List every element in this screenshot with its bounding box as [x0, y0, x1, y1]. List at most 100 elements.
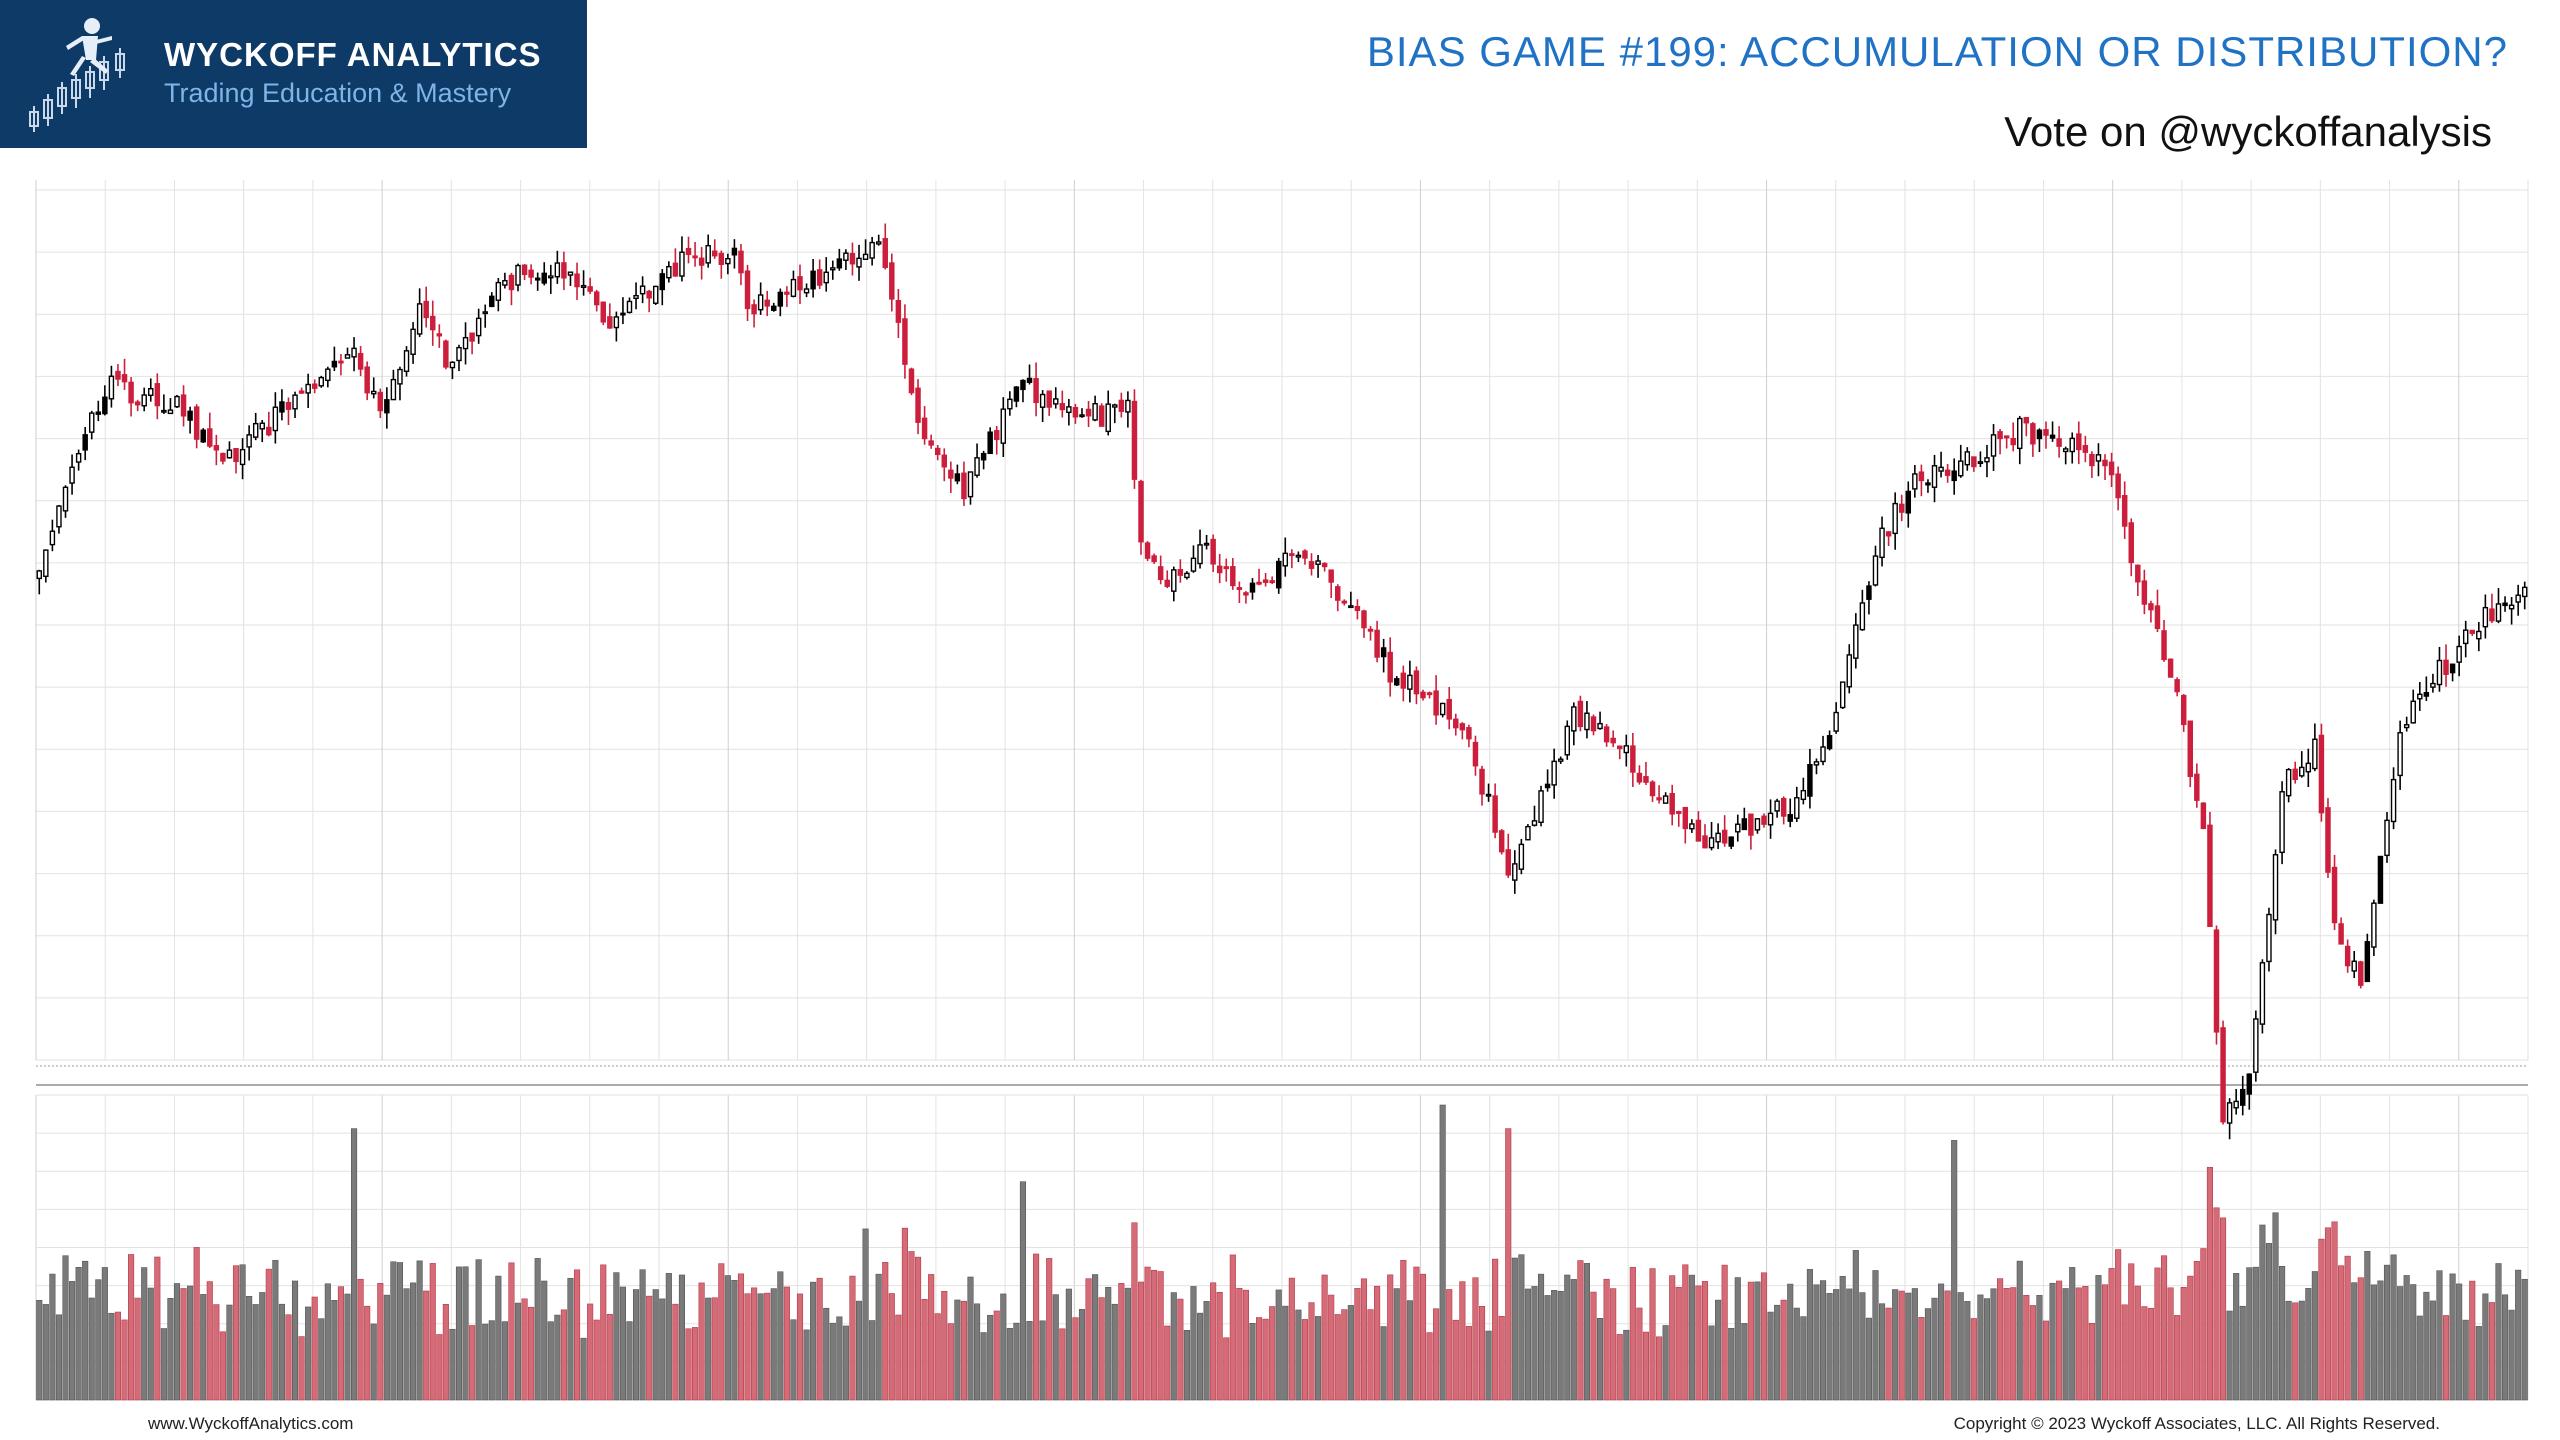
candle-body	[1597, 722, 1603, 730]
candle-body	[882, 238, 888, 268]
price-grid	[35, 180, 2529, 1067]
volume-bar-down	[429, 1263, 436, 1401]
volume-bar-down	[1288, 1277, 1295, 1401]
volume-bar-down	[1898, 1290, 1905, 1401]
volume-bar-up	[1728, 1327, 1735, 1401]
volume-bar-down	[718, 1263, 725, 1401]
volume-bar-up	[1806, 1269, 1813, 1401]
footer-copyright: Copyright © 2023 Wyckoff Associates, LLC…	[1953, 1414, 2440, 1433]
volume-bar-down	[1137, 1281, 1145, 1401]
candle-body	[1112, 404, 1118, 408]
candle-body	[502, 279, 508, 286]
candle-body	[626, 300, 633, 314]
volume-bar-down	[1216, 1291, 1223, 1401]
volume-bar-up	[2364, 1251, 2371, 1401]
candle-body	[279, 401, 285, 413]
candle-body	[1682, 806, 1689, 830]
volume-bar-down	[2213, 1207, 2220, 1401]
candle-body	[2377, 855, 2384, 904]
candle-body	[646, 290, 652, 299]
volume-bar-up	[1905, 1292, 1912, 1401]
candle-body	[180, 394, 187, 417]
candle-body	[718, 252, 725, 265]
volume-bar-up	[842, 1325, 849, 1401]
candle-body	[1426, 692, 1433, 696]
candle-body	[1295, 554, 1302, 558]
volume-bar-up	[344, 1293, 351, 1401]
volume-bar-down	[311, 1296, 318, 1401]
candle-body	[1590, 716, 1597, 732]
volume-bar-up	[1793, 1307, 1800, 1401]
candle-body	[2279, 791, 2285, 854]
candle-body	[2036, 429, 2043, 440]
candle-body	[2495, 603, 2502, 622]
volume-bar-down	[521, 1298, 528, 1401]
volume-bar-up	[475, 1259, 482, 1401]
candle-body	[292, 394, 298, 410]
candle-body	[2069, 437, 2075, 453]
candle-body	[331, 360, 338, 368]
volume-bar-up	[2095, 1275, 2102, 1401]
candle-body	[1702, 835, 1708, 849]
volume-bar-down	[1452, 1319, 1459, 1401]
candle-body	[1708, 837, 1715, 849]
volume-bar-up	[1570, 1279, 1577, 1401]
volume-bar-up	[1708, 1325, 1715, 1401]
candle-body	[2272, 854, 2279, 921]
volume-bar-up	[2429, 1300, 2436, 1401]
volume-bar-up	[2069, 1267, 2076, 1401]
volume-bar-down	[1328, 1294, 1335, 1401]
volume-bar-up	[2259, 1224, 2266, 1401]
candle-body	[462, 336, 469, 350]
candle-body	[128, 381, 134, 404]
brand-logo-panel: WYCKOFF ANALYTICS Trading Education & Ma…	[0, 0, 587, 148]
volume-bar-down	[154, 1256, 161, 1401]
candle-body	[757, 294, 764, 311]
candle-body	[1328, 569, 1334, 583]
candle-body	[403, 350, 410, 372]
volume-bar-down	[2220, 1217, 2227, 1401]
volume-bar-down	[685, 1328, 692, 1401]
volume-bar-up	[1006, 1328, 1013, 1401]
brand-tagline: Trading Education & Mastery	[164, 78, 512, 108]
candle-body	[2299, 766, 2305, 777]
candle-body	[1866, 585, 1872, 600]
candle-body	[298, 390, 305, 394]
candle-body	[1216, 565, 1223, 574]
candle-body	[1833, 711, 1839, 732]
volume-bar-up	[2423, 1291, 2430, 1401]
candle-body	[397, 368, 403, 385]
volume-bar-up	[823, 1307, 830, 1401]
candle-body	[1898, 503, 1905, 513]
volume-bar-up	[869, 1320, 876, 1401]
volume-bar-up	[724, 1275, 731, 1401]
volume-bar-up	[455, 1266, 463, 1401]
candle-body	[1007, 398, 1013, 410]
volume-bar-down	[2029, 1305, 2036, 1401]
candlestick-runner-icon	[29, 18, 125, 132]
volume-bar-up	[1380, 1326, 1387, 1401]
candle-body	[2128, 522, 2134, 564]
candle-body	[2285, 768, 2292, 797]
volume-bar-down	[2108, 1268, 2115, 1401]
volume-bar-up	[410, 1282, 417, 1401]
volume-bar-up	[665, 1273, 672, 1401]
volume-bar-up	[62, 1255, 69, 1401]
candle-body	[1807, 764, 1813, 797]
candle-body	[2187, 720, 2194, 778]
candle-body	[200, 429, 206, 443]
candle-body	[1498, 830, 1505, 853]
candle-body	[1466, 727, 1472, 740]
candle-body	[1164, 579, 1170, 587]
volume-bar-up	[291, 1280, 299, 1401]
volume-bar-down	[1610, 1288, 1617, 1401]
volume-bar-up	[1393, 1288, 1400, 1401]
volume-bar-up	[2515, 1269, 2522, 1401]
candle-body	[370, 390, 377, 395]
candle-body	[2403, 724, 2410, 729]
candle-body	[1348, 605, 1354, 609]
candle-body	[1413, 670, 1420, 695]
candle-body	[338, 360, 344, 364]
volume-bar-up	[1977, 1294, 1984, 1401]
candle-body	[311, 383, 318, 389]
